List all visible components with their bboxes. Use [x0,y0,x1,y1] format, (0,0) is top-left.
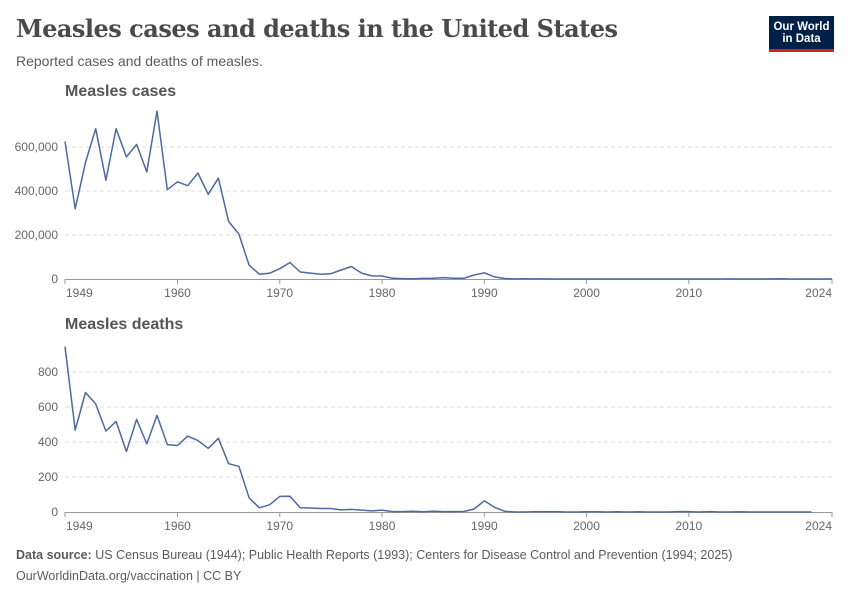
footer-url[interactable]: OurWorldinData.org/vaccination | CC BY [16,569,242,583]
source-label: Data source: [16,548,92,562]
page-subtitle: Reported cases and deaths of measles. [16,53,263,69]
deaths-x-tick-label: 2024 [805,519,832,533]
cases-series-line [64,110,833,280]
cases-y-tick-label: 0 [51,272,58,286]
deaths-series-line [64,346,812,513]
deaths-y-tick-label: 800 [38,365,58,379]
cases-y-tick-label: 400,000 [15,184,59,198]
cases-x-tick-label: 2000 [573,286,600,300]
deaths-y-tick-label: 400 [38,435,58,449]
page-title: Measles cases and deaths in the United S… [16,14,618,43]
source-text: US Census Bureau (1944); Public Health R… [95,548,733,562]
deaths-chart-title: Measles deaths [65,316,184,333]
deaths-x-tick-label: 1980 [369,519,396,533]
deaths-x-tick-label: 1949 [66,519,93,533]
cases-x-tick-label: 1970 [266,286,293,300]
deaths-x-tick-label: 1960 [164,519,191,533]
cases-x-tick-label: 1980 [369,286,396,300]
deaths-x-tick-label: 1990 [471,519,498,533]
cases-x-tick-label: 1990 [471,286,498,300]
deaths-x-tick-label: 1970 [266,519,293,533]
cases-chart-title: Measles cases [65,83,177,100]
deaths-y-tick-label: 0 [51,505,58,519]
cases-x-tick-label: 2024 [805,286,832,300]
deaths-x-tick-label: 2010 [675,519,702,533]
cases-x-tick-label: 1949 [66,286,93,300]
deaths-y-tick-label: 600 [38,400,58,414]
cases-y-tick-label: 600,000 [15,140,59,154]
cases-x-tick-label: 1960 [164,286,191,300]
cases-x-tick-label: 2010 [675,286,702,300]
cases-y-tick-label: 200,000 [15,228,59,242]
data-source: Data source: US Census Bureau (1944); Pu… [16,548,732,562]
deaths-y-tick-label: 200 [38,470,58,484]
deaths-x-tick-label: 2000 [573,519,600,533]
owid-logo[interactable]: Our World in Data [769,16,834,52]
